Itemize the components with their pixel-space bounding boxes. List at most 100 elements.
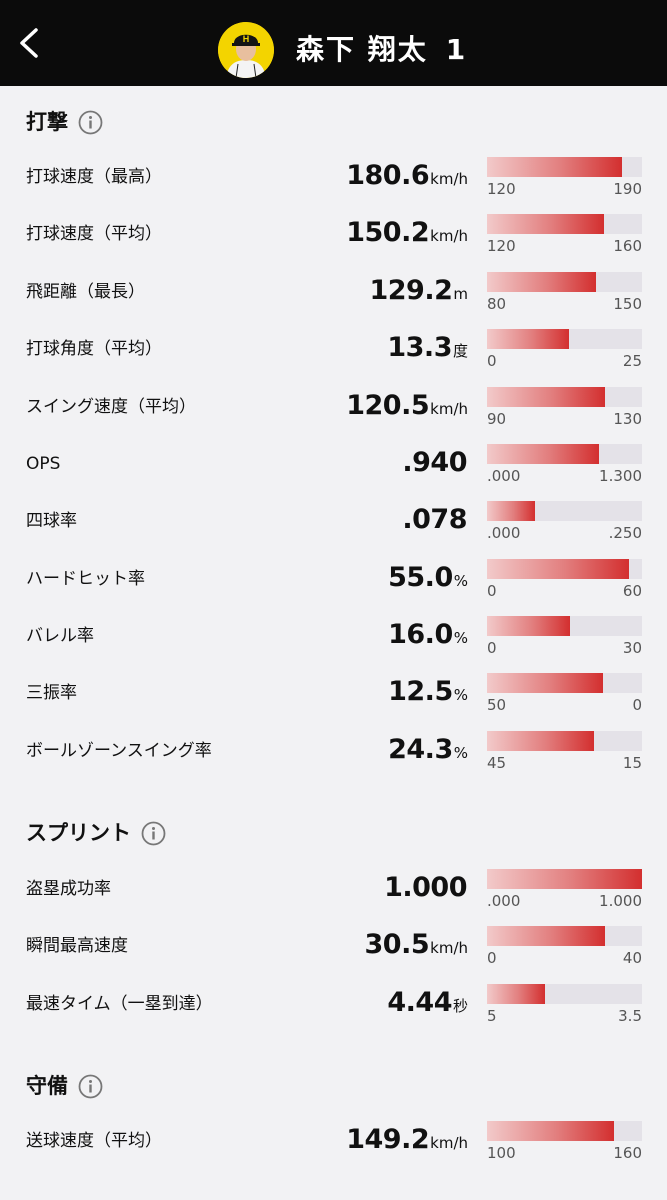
- bar-max-label: 40: [622, 949, 642, 967]
- stat-number: 24.3: [388, 734, 453, 765]
- section-batting-label: 打撃: [26, 110, 68, 134]
- stat-bar: [487, 157, 642, 177]
- bar-max-label: 190: [613, 180, 642, 198]
- stat-number: 30.5: [364, 929, 430, 960]
- stat-bar-fill: [487, 157, 622, 177]
- bar-min-label: 120: [487, 237, 516, 255]
- player-name: 森下 翔太 1: [296, 30, 467, 70]
- stat-value: .940: [402, 446, 468, 483]
- stat-number: 13.3: [387, 332, 452, 363]
- stat-number: 55.0: [388, 562, 453, 593]
- stat-bar-fill: [487, 616, 570, 636]
- stat-unit: km/h: [430, 939, 468, 957]
- stat-unit: %: [453, 686, 468, 704]
- stat-bar-fill: [487, 869, 642, 889]
- stat-number: 4.44: [387, 987, 452, 1018]
- stat-value: 12.5%: [388, 675, 468, 712]
- stat-label: 打球速度（平均）: [26, 224, 162, 244]
- section-sprint-label: スプリント: [26, 821, 131, 845]
- stat-unit: km/h: [430, 170, 468, 188]
- player-number: 1: [445, 33, 468, 66]
- stat-bar-fill: [487, 272, 596, 292]
- stat-row: 瞬間最高速度 30.5km/h 0 40: [0, 926, 667, 970]
- stat-row: 送球速度（平均） 149.2km/h 100 160: [0, 1121, 667, 1165]
- stat-label: 四球率: [26, 511, 77, 531]
- stat-bar-fill: [487, 926, 606, 946]
- bar-max-label: 0: [632, 696, 642, 714]
- stat-label: OPS: [26, 454, 61, 474]
- stat-value: 24.3%: [388, 733, 468, 770]
- stat-bar: [487, 444, 642, 464]
- stat-bar: [487, 984, 642, 1004]
- stat-bar-fill: [487, 444, 600, 464]
- stat-bar-fill: [487, 984, 545, 1004]
- bar-max-label: 130: [613, 410, 642, 428]
- bar-min-label: 0: [487, 949, 497, 967]
- bar-max-label: 60: [622, 582, 642, 600]
- stat-value: 13.3度: [387, 331, 468, 368]
- bar-max-label: .250: [608, 524, 642, 542]
- stat-value: 4.44秒: [387, 986, 468, 1023]
- stat-label: 送球速度（平均）: [26, 1131, 162, 1151]
- stat-label: バレル率: [26, 626, 94, 646]
- stat-row: 打球速度（平均） 150.2km/h 120 160: [0, 214, 667, 258]
- stat-number: 1.000: [384, 872, 467, 903]
- info-icon[interactable]: [78, 1074, 103, 1099]
- stat-unit: km/h: [430, 227, 468, 245]
- stat-label: 盗塁成功率: [26, 879, 111, 899]
- stat-bar: [487, 272, 642, 292]
- stat-unit: %: [453, 744, 468, 762]
- stat-value: 1.000: [384, 871, 468, 908]
- bar-min-label: 5: [487, 1007, 497, 1025]
- stat-bar-fill: [487, 329, 570, 349]
- bar-min-label: 0: [487, 639, 497, 657]
- stat-bar: [487, 501, 642, 521]
- stat-number: .078: [402, 504, 467, 535]
- stat-row: 打球速度（最高） 180.6km/h 120 190: [0, 157, 667, 201]
- stat-unit: 秒: [452, 997, 468, 1015]
- stat-unit: %: [453, 629, 468, 647]
- bar-max-label: 25: [622, 352, 642, 370]
- bar-min-label: 0: [487, 352, 497, 370]
- stat-number: 149.2: [346, 1124, 430, 1155]
- player-avatar: H: [218, 22, 274, 78]
- stat-bar: [487, 731, 642, 751]
- top-bar: H 森下 翔太 1: [0, 0, 667, 86]
- chevron-left-icon: [20, 28, 38, 58]
- stat-value: 150.2km/h: [346, 216, 468, 253]
- stat-bar-fill: [487, 387, 606, 407]
- stat-row: 最速タイム（一塁到達） 4.44秒 5 3.5: [0, 984, 667, 1028]
- stat-value: 129.2m: [369, 274, 468, 311]
- bar-min-label: .000: [487, 467, 521, 485]
- info-icon[interactable]: [141, 821, 166, 846]
- bar-min-label: 90: [487, 410, 507, 428]
- stat-row: 盗塁成功率 1.000 .000 1.000: [0, 869, 667, 913]
- info-icon[interactable]: [78, 110, 103, 135]
- back-button[interactable]: [12, 25, 48, 61]
- stat-unit: m: [453, 285, 468, 303]
- stat-unit: km/h: [430, 1134, 468, 1152]
- stat-label: ハードヒット率: [26, 569, 145, 589]
- bar-max-label: 15: [622, 754, 642, 772]
- section-batting-title: 打撃: [26, 107, 103, 137]
- player-name-text: 森下 翔太: [296, 33, 428, 66]
- stat-row: 三振率 12.5% 50 0: [0, 673, 667, 717]
- stat-bar: [487, 926, 642, 946]
- bar-max-label: 3.5: [618, 1007, 642, 1025]
- stat-bar-fill: [487, 1121, 615, 1141]
- bar-min-label: 45: [487, 754, 507, 772]
- stat-bar: [487, 559, 642, 579]
- bar-min-label: 0: [487, 582, 497, 600]
- stat-row: 飛距離（最長） 129.2m 80 150: [0, 272, 667, 316]
- stat-value: 16.0%: [388, 618, 468, 655]
- stat-label: ボールゾーンスイング率: [26, 741, 212, 761]
- stat-bar-fill: [487, 731, 594, 751]
- stat-bar-fill: [487, 559, 630, 579]
- stat-value: 180.6km/h: [346, 159, 468, 196]
- stat-number: .940: [402, 447, 467, 478]
- stat-label: 瞬間最高速度: [26, 936, 128, 956]
- bar-max-label: 160: [613, 1144, 642, 1162]
- stat-bar: [487, 616, 642, 636]
- stat-bar-fill: [487, 214, 605, 234]
- stat-label: 三振率: [26, 683, 77, 703]
